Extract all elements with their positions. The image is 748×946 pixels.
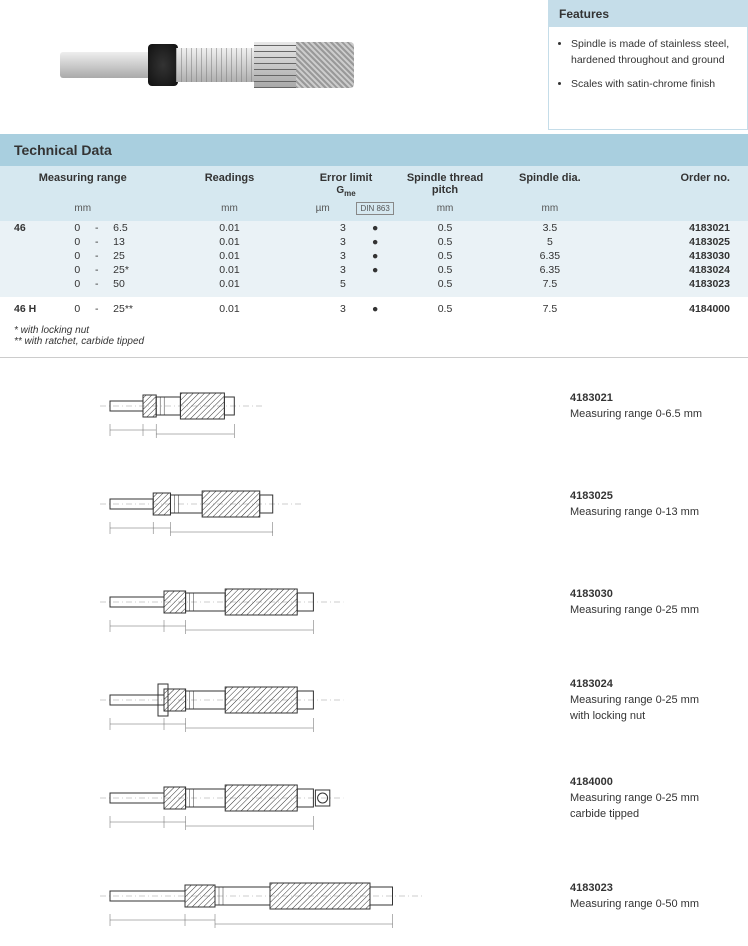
unit-mm: mm bbox=[165, 200, 293, 221]
technical-drawing bbox=[90, 366, 560, 448]
technical-data-table: Measuring range Readings Error limit Gme… bbox=[0, 166, 748, 321]
drawing-row: 4183024Measuring range 0-25 mmwith locki… bbox=[0, 652, 748, 750]
feature-item: Spindle is made of stainless steel, hard… bbox=[571, 37, 735, 69]
feature-item: Scales with satin-chrome finish bbox=[571, 77, 735, 93]
table-row: 0-25*0.013●0.56.354183024 bbox=[0, 263, 748, 277]
table-row: 0-250.013●0.56.354183030 bbox=[0, 249, 748, 263]
drawing-row: 4183030Measuring range 0-25 mm bbox=[0, 554, 748, 652]
drawings-section: 4183021Measuring range 0-6.5 mm 4183025M… bbox=[0, 357, 748, 946]
col-measuring-range: Measuring range bbox=[0, 166, 165, 200]
features-box: Features Spindle is made of stainless st… bbox=[548, 0, 748, 130]
unit-mm: mm bbox=[398, 200, 491, 221]
table-row: 0-500.0150.57.54183023 bbox=[0, 277, 748, 291]
drawing-row: 4183025Measuring range 0-13 mm bbox=[0, 456, 748, 554]
top-row: Features Spindle is made of stainless st… bbox=[0, 0, 748, 130]
table-row: 0-130.013●0.554183025 bbox=[0, 235, 748, 249]
drawing-label: 4183030Measuring range 0-25 mm bbox=[560, 587, 748, 619]
col-readings: Readings bbox=[165, 166, 293, 200]
din-badge: DIN 863 bbox=[352, 200, 399, 221]
drawing-label: 4183021Measuring range 0-6.5 mm bbox=[560, 391, 748, 423]
footnote: ** with ratchet, carbide tipped bbox=[14, 336, 734, 347]
col-order-no: Order no. bbox=[608, 166, 748, 200]
table-row: 460-6.50.013●0.53.54183021 bbox=[0, 221, 748, 235]
technical-drawing bbox=[90, 562, 560, 644]
drawing-row: 4183021Measuring range 0-6.5 mm bbox=[0, 358, 748, 456]
footnote: * with locking nut bbox=[14, 325, 734, 336]
product-image-area bbox=[0, 0, 548, 130]
features-list: Spindle is made of stainless steel, hard… bbox=[549, 27, 747, 110]
technical-drawing bbox=[90, 758, 560, 840]
col-spindle-dia: Spindle dia. bbox=[492, 166, 609, 200]
drawing-label: 4183024Measuring range 0-25 mmwith locki… bbox=[560, 677, 748, 725]
unit-mm: mm bbox=[492, 200, 609, 221]
technical-drawing bbox=[90, 464, 560, 546]
col-spindle-thread-pitch: Spindle thread pitch bbox=[398, 166, 491, 200]
unit-mm: mm bbox=[0, 200, 165, 221]
technical-drawing bbox=[90, 856, 560, 938]
unit-um: µm bbox=[294, 200, 352, 221]
features-heading: Features bbox=[549, 1, 747, 27]
drawing-label: 4184000Measuring range 0-25 mmcarbide ti… bbox=[560, 775, 748, 823]
drawing-row: 4184000Measuring range 0-25 mmcarbide ti… bbox=[0, 750, 748, 848]
technical-drawing bbox=[90, 660, 560, 742]
footnotes: * with locking nut ** with ratchet, carb… bbox=[0, 321, 748, 357]
col-error-limit: Error limit Gme bbox=[294, 166, 399, 200]
drawing-row: 4183023Measuring range 0-50 mm bbox=[0, 848, 748, 946]
technical-data-heading: Technical Data bbox=[0, 134, 748, 166]
product-image bbox=[60, 20, 360, 110]
drawing-label: 4183025Measuring range 0-13 mm bbox=[560, 489, 748, 521]
table-row: 46 H0-25**0.013●0.57.54184000 bbox=[0, 297, 748, 321]
drawing-label: 4183023Measuring range 0-50 mm bbox=[560, 881, 748, 913]
